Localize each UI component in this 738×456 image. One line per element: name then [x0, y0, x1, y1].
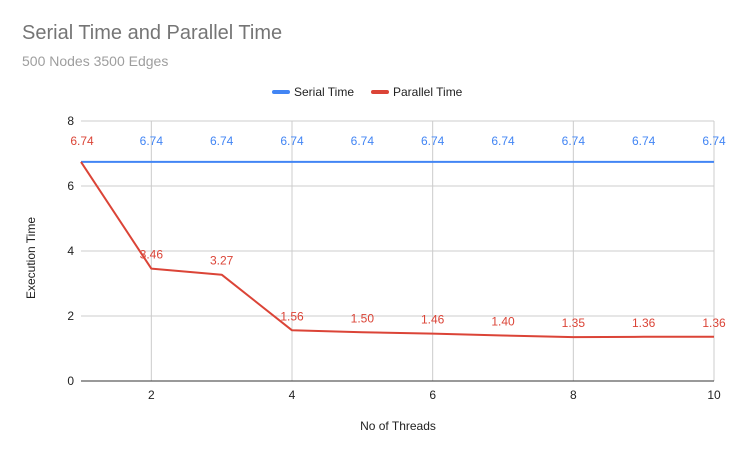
y-tick-label: 0 — [67, 374, 74, 388]
series-lines — [80, 160, 714, 339]
data-label-parallel: 6.74 — [70, 134, 94, 148]
data-label-serial: 6.74 — [702, 134, 726, 148]
y-tick-label: 6 — [67, 179, 74, 193]
legend: Serial Time Parallel Time — [272, 85, 463, 99]
y-tick-label: 2 — [67, 309, 74, 323]
data-label-serial: 6.74 — [140, 134, 164, 148]
data-label-parallel: 1.40 — [491, 315, 515, 329]
x-tick-label: 4 — [289, 388, 296, 402]
x-tick-label: 8 — [570, 388, 577, 402]
axes: 0 2 4 6 8 2 4 6 8 10 — [67, 114, 721, 402]
x-tick-label: 10 — [707, 388, 721, 402]
data-label-parallel: 3.27 — [210, 254, 234, 268]
data-label-serial: 6.74 — [280, 134, 304, 148]
x-tick-label: 2 — [148, 388, 155, 402]
data-label-serial: 6.74 — [421, 134, 445, 148]
data-label-parallel: 1.36 — [632, 316, 656, 330]
x-axis-title: No of Threads — [360, 419, 436, 433]
data-label-parallel: 1.56 — [280, 309, 304, 323]
grid-lines — [81, 120, 715, 381]
data-label-serial: 6.74 — [210, 134, 234, 148]
data-labels: 6.74 6.74 6.74 6.74 6.74 6.74 6.74 6.74 6.74 6.74… — [70, 134, 726, 330]
data-label-serial: 6.74 — [351, 134, 375, 148]
legend-label: Parallel Time — [393, 85, 463, 99]
x-tick-label: 6 — [429, 388, 436, 402]
data-label-parallel: 1.36 — [702, 316, 726, 330]
chart-subtitle: 500 Nodes 3500 Edges — [22, 53, 169, 69]
data-label-serial: 6.74 — [562, 134, 586, 148]
y-axis-title: Execution Time — [24, 217, 38, 299]
y-tick-label: 8 — [67, 114, 74, 128]
data-label-serial: 6.74 — [491, 134, 515, 148]
data-label-parallel: 3.46 — [140, 248, 164, 262]
data-label-parallel: 1.46 — [421, 313, 445, 327]
chart-title: Serial Time and Parallel Time — [22, 22, 283, 44]
legend-label: Serial Time — [294, 85, 354, 99]
data-label-parallel: 1.50 — [351, 311, 375, 325]
y-tick-label: 4 — [67, 244, 74, 258]
data-label-parallel: 1.35 — [562, 316, 586, 330]
data-label-serial: 6.74 — [632, 134, 656, 148]
series-line-parallel-time — [80, 161, 714, 339]
